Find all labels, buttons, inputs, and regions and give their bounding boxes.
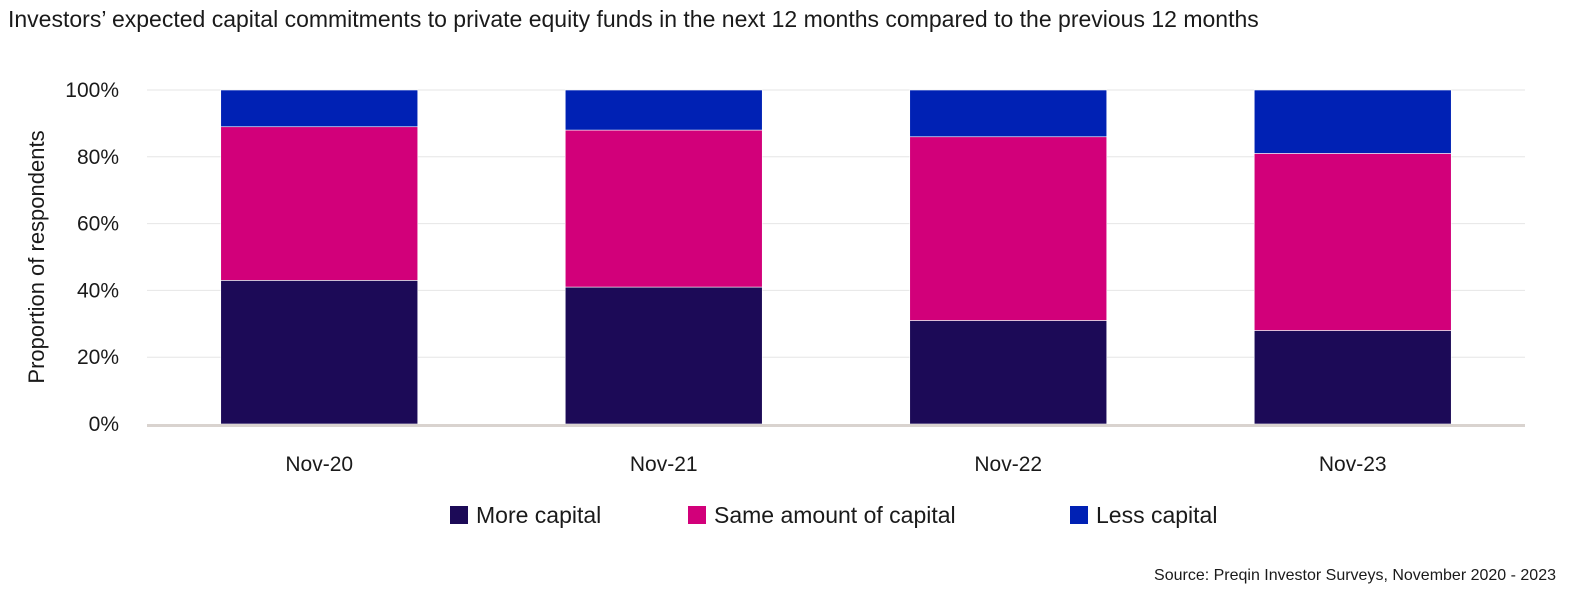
y-axis-title: Proportion of respondents [24,130,49,383]
legend-label-less-capital: Less capital [1096,501,1218,528]
y-tick-label: 60% [77,213,119,236]
bar-segment-less-capital [1253,89,1452,154]
y-tick-label: 0% [89,413,119,436]
bar-segment-more-capital [564,286,763,425]
legend-item-less-capital: Less capital [1070,498,1217,532]
legend-swatch-less-capital [1070,506,1088,524]
axes: 0% 20% 40% 60% 80% 100% Nov-20 Nov-21 Nov-22 Nov-… [65,79,1525,476]
bar-segment-same-amount-of-capital [564,129,763,288]
y-tick-label: 100% [65,79,119,102]
bar-segment-less-capital [220,89,419,128]
chart-title: Investors’ expected capital commitments … [8,6,1259,32]
bar-segment-more-capital [909,320,1108,425]
x-tick-label: Nov-21 [630,453,698,476]
bar-segment-less-capital [564,89,763,131]
bar-segment-more-capital [1253,330,1452,425]
y-tick-label: 40% [77,279,119,302]
bar-segment-same-amount-of-capital [909,136,1108,321]
bars [220,89,1452,425]
legend-label-same-amount-of-capital: Same amount of capital [714,501,956,528]
legend-item-more-capital: More capital [450,498,601,532]
bar-segment-same-amount-of-capital [1253,153,1452,331]
y-tick-label: 80% [77,146,119,169]
bar-segment-same-amount-of-capital [220,126,419,281]
legend-label-more-capital: More capital [476,501,602,528]
legend: More capital Same amount of capital Less… [0,498,1584,532]
source-note: Source: Preqin Investor Surveys, Novembe… [1154,567,1556,584]
x-tick-label: Nov-20 [285,453,353,476]
legend-swatch-more-capital [450,506,468,524]
x-tick-label: Nov-22 [974,453,1042,476]
bar-segment-more-capital [220,280,419,425]
y-tick-label: 20% [77,346,119,369]
legend-item-same-amount-of-capital: Same amount of capital [688,498,956,532]
bar-segment-less-capital [909,89,1108,138]
legend-swatch-same-amount-of-capital [688,506,706,524]
x-tick-label: Nov-23 [1319,453,1387,476]
chart-plot: 0% 20% 40% 60% 80% 100% Nov-20 Nov-21 Nov-22 Nov-… [24,79,1525,476]
